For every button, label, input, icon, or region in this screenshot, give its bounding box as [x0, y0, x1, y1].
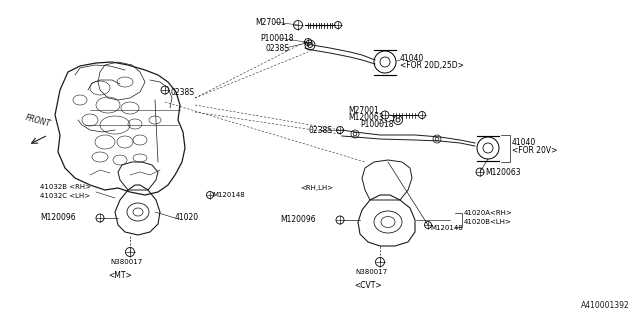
Text: M27001: M27001	[255, 18, 285, 27]
Text: 41020: 41020	[175, 213, 199, 222]
Text: M27001: M27001	[348, 106, 379, 115]
Text: <MT>: <MT>	[108, 270, 132, 279]
Text: M120096: M120096	[280, 215, 316, 225]
Text: FRONT: FRONT	[24, 114, 52, 129]
Text: 41020B<LH>: 41020B<LH>	[464, 219, 512, 225]
Text: N380017: N380017	[355, 269, 387, 275]
Text: M120096: M120096	[40, 213, 76, 222]
Text: <FOR 20V>: <FOR 20V>	[512, 146, 557, 155]
Text: M120063: M120063	[348, 113, 383, 122]
Text: 41040: 41040	[400, 53, 424, 62]
Text: 41032C <LH>: 41032C <LH>	[40, 193, 90, 199]
Text: M120148: M120148	[430, 225, 463, 231]
Text: P100018: P100018	[260, 34, 294, 43]
Text: A410001392: A410001392	[581, 301, 630, 310]
Text: 0238S: 0238S	[308, 125, 332, 134]
Text: 41020A<RH>: 41020A<RH>	[464, 210, 513, 216]
Text: M120063: M120063	[485, 167, 520, 177]
Text: N380017: N380017	[110, 259, 142, 265]
Text: <FOR 20D,25D>: <FOR 20D,25D>	[400, 60, 464, 69]
Text: M120148: M120148	[212, 192, 244, 198]
Text: <CVT>: <CVT>	[354, 281, 382, 290]
Text: 0238S: 0238S	[265, 44, 289, 52]
Text: 41040: 41040	[512, 138, 536, 147]
Text: 0238S: 0238S	[170, 87, 194, 97]
Text: 41032B <RH>: 41032B <RH>	[40, 184, 91, 190]
Text: <RH,LH>: <RH,LH>	[300, 185, 333, 191]
Text: P100018: P100018	[360, 119, 394, 129]
